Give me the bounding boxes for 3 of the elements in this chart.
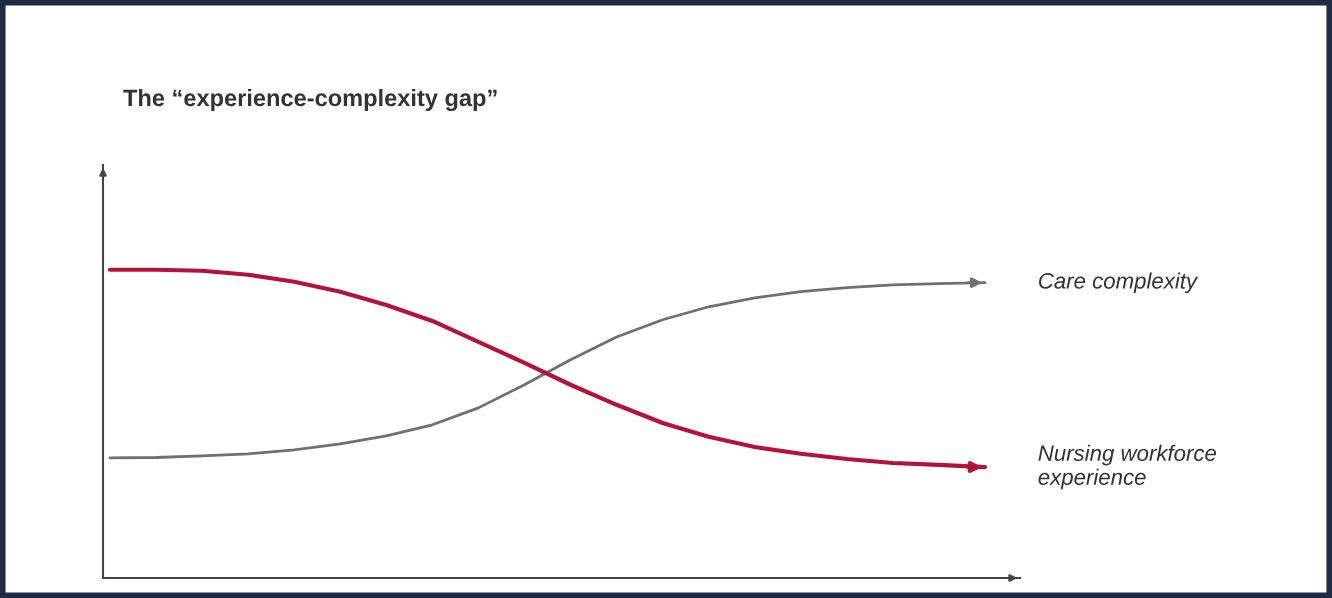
- text: Care complexity: [1039, 272, 1199, 294]
- chart-title: The “experience-complexity gap”: [123, 88, 497, 112]
- text: Nursing workforce experience: [1038, 444, 1217, 490]
